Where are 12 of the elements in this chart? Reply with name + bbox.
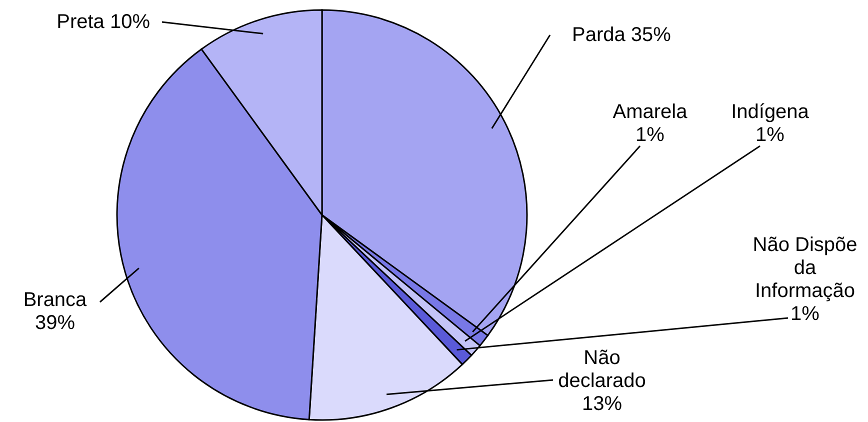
data-label: 1% [790, 303, 820, 325]
data-label: 1% [756, 124, 785, 146]
slice-label: Parda 35% [572, 24, 672, 46]
data-label: 13% [582, 393, 622, 415]
slice-label: Indígena [731, 101, 810, 123]
slice-label: Não declarado [558, 347, 646, 392]
slice-label: Amarela [612, 101, 688, 123]
slice-label: Não Dispõe da Informação [752, 234, 858, 302]
slice-label: Branca [23, 289, 88, 311]
data-label: 1% [636, 124, 665, 146]
data-label: 39% [34, 312, 76, 334]
slice-label: Preta 10% [56, 11, 150, 33]
